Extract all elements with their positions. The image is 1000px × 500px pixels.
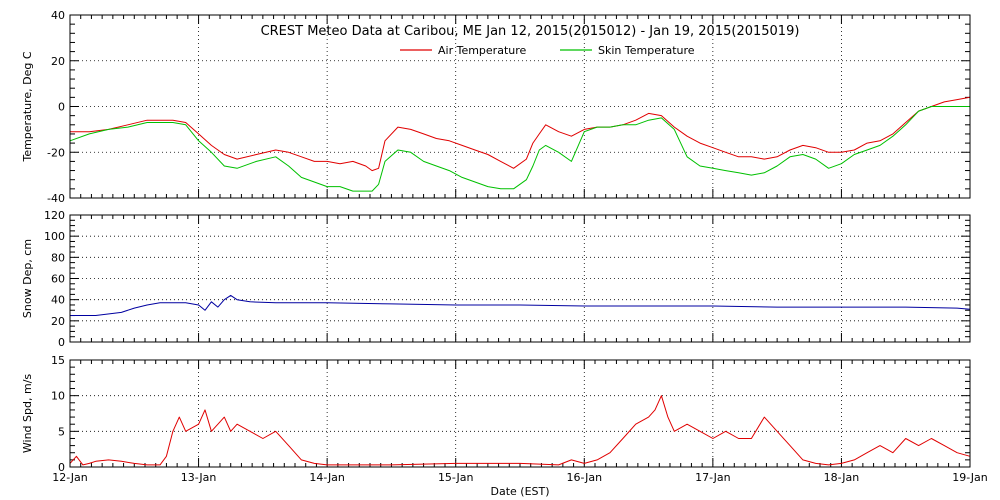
plot-frame bbox=[69, 359, 971, 468]
y-axis-label: Temperature, Deg C bbox=[21, 51, 34, 162]
y-tick-label: 0 bbox=[58, 101, 65, 114]
series-line-panel-2 bbox=[70, 294, 971, 316]
y-tick-label: 0 bbox=[58, 336, 65, 349]
chart-title: CREST Meteo Data at Caribou, ME Jan 12, … bbox=[261, 24, 800, 39]
x-tick-label: 16-Jan bbox=[567, 471, 603, 484]
x-axis-label: Date (EST) bbox=[490, 485, 549, 498]
y-tick-label: -40 bbox=[47, 192, 65, 205]
panel-1: -40 -20 0 20 40 Temperature, Deg C bbox=[21, 9, 971, 205]
y-tick-label: 20 bbox=[51, 55, 65, 68]
panel-3: 0 5 10 15 Wind Spd, m/s 12-Jan 13-Jan 14-Jan 15-… bbox=[21, 354, 988, 484]
plot-frame bbox=[69, 214, 971, 343]
series-line-air-temperature bbox=[70, 96, 971, 172]
x-tick-label: 12-Jan bbox=[52, 471, 88, 484]
panel-2: 0 20 40 60 80 100 120 Snow Dep, cm bbox=[21, 209, 971, 349]
x-tick-label: 18-Jan bbox=[824, 471, 860, 484]
x-tick-label: 14-Jan bbox=[309, 471, 345, 484]
legend: Air Temperature Skin Temperature bbox=[400, 44, 695, 57]
legend-label-1: Air Temperature bbox=[438, 44, 527, 57]
y-tick-label: 10 bbox=[51, 390, 65, 403]
series-line-skin-temperature bbox=[69, 106, 970, 192]
y-axis-label: Wind Spd, m/s bbox=[21, 374, 34, 454]
y-tick-label: -20 bbox=[47, 146, 65, 159]
x-tick-label: 19-Jan bbox=[952, 471, 988, 484]
y-tick-label: 15 bbox=[51, 354, 65, 367]
y-tick-label: 60 bbox=[51, 273, 65, 286]
y-tick-label: 80 bbox=[51, 251, 65, 264]
x-tick-label: 15-Jan bbox=[438, 471, 474, 484]
x-tick-label: 13-Jan bbox=[181, 471, 217, 484]
x-tick-label: 17-Jan bbox=[695, 471, 731, 484]
chart-panels: -40 -20 0 20 40 Temperature, Deg C 0 20 40 60 80 10… bbox=[21, 9, 988, 484]
plot-frame bbox=[69, 14, 971, 199]
y-axis-label: Snow Dep, cm bbox=[21, 239, 34, 318]
y-tick-label: 40 bbox=[51, 294, 65, 307]
y-tick-label: 20 bbox=[51, 315, 65, 328]
y-tick-label: 0 bbox=[58, 461, 65, 474]
series-line-panel-3 bbox=[69, 395, 971, 466]
legend-label-2: Skin Temperature bbox=[598, 44, 695, 57]
y-tick-label: 5 bbox=[58, 425, 65, 438]
y-tick-label: 40 bbox=[51, 9, 65, 22]
y-tick-label: 100 bbox=[44, 230, 65, 243]
y-tick-label: 120 bbox=[44, 209, 65, 222]
